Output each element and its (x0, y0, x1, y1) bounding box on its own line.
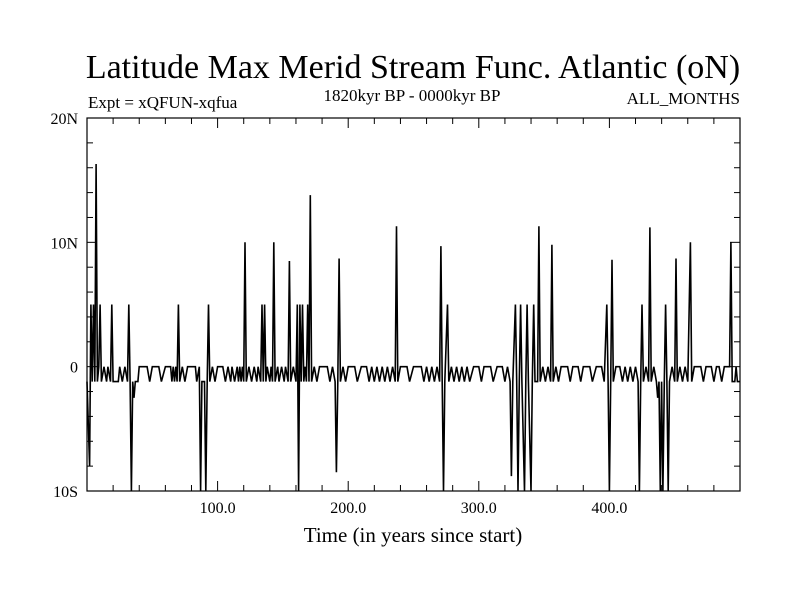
y-tick-label: 20N (50, 111, 78, 128)
chart-title: Latitude Max Merid Stream Func. Atlantic… (86, 49, 740, 86)
x-tick-label: 400.0 (591, 500, 627, 517)
chart-subtitle-center: 1820kyr BP - 0000kyr BP (324, 86, 501, 105)
x-axis-label: Time (in years since start) (304, 523, 523, 547)
y-tick-label: 0 (70, 360, 78, 377)
y-tick-label: 10N (50, 235, 78, 252)
x-tick-label: 300.0 (461, 500, 497, 517)
chart-subtitle-right: ALL_MONTHS (627, 89, 740, 108)
chart-subtitle-left: Expt = xQFUN-xqfua (88, 93, 238, 112)
x-tick-label: 200.0 (330, 500, 366, 517)
series-line (86, 163, 740, 492)
y-tick-label: 10S (53, 484, 78, 501)
plot-frame (86, 117, 741, 492)
x-tick-label: 100.0 (200, 500, 236, 517)
